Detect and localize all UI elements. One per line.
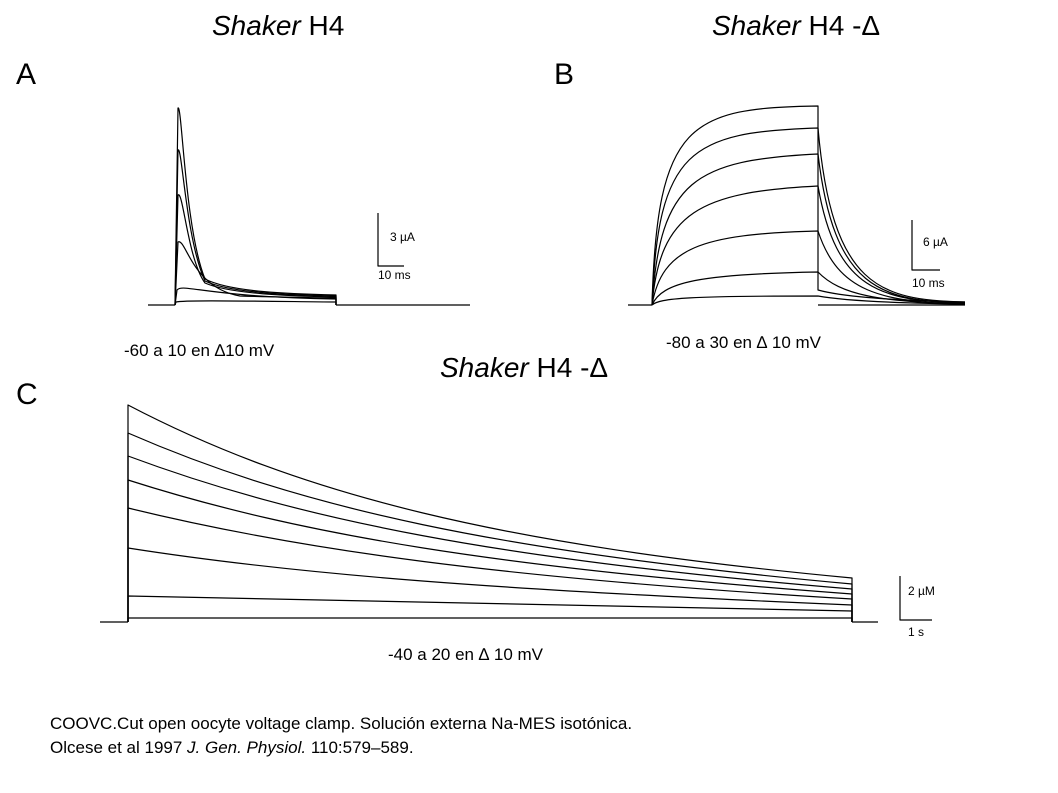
panel-a-scale-y-label: 3 µA xyxy=(390,230,415,244)
panel-b-trace-7 xyxy=(651,105,966,306)
caption-line-2: Olcese et al 1997 J. Gen. Physiol. 110:5… xyxy=(50,738,414,757)
panel-c-title: Shaker H4 -Δ xyxy=(440,352,609,383)
panel-c-trace-6 xyxy=(127,455,853,622)
panel-b-trace-3 xyxy=(651,230,966,306)
panel-b-trace-5 xyxy=(651,153,966,306)
panel-c-letter: C xyxy=(16,378,38,411)
panel-b-traces xyxy=(628,105,966,306)
panel-a-trace-5 xyxy=(174,149,337,306)
panel-c-trace-3 xyxy=(127,547,853,622)
panel-c-trace-2 xyxy=(127,595,853,622)
panel-c-trace-7 xyxy=(127,432,853,622)
panel-a-trace-6 xyxy=(174,107,337,306)
panel-a-condition: -60 a 10 en ∆10 mV xyxy=(124,341,275,360)
panel-b-scale-y-label: 6 µA xyxy=(923,235,948,249)
panel-c-trace-8 xyxy=(127,404,853,622)
panel-b-scale-x-label: 10 ms xyxy=(912,276,945,290)
panel-a-trace-4 xyxy=(174,194,337,306)
panel-c-scale-y-label: 2 µM xyxy=(908,584,935,598)
panel-b-trace-1 xyxy=(651,295,966,306)
panel-b-letter: B xyxy=(554,58,575,91)
panel-a-trace-1 xyxy=(174,300,337,306)
panel-c-scale-x-label: 1 s xyxy=(908,625,925,639)
panel-a-trace-2 xyxy=(174,287,337,306)
panel-b-condition: -80 a 30 en ∆ 10 mV xyxy=(666,333,821,352)
panel-c-traces xyxy=(100,404,878,623)
panel-a-traces xyxy=(148,107,470,306)
panel-c-trace-4 xyxy=(127,507,853,622)
panel-a-scale-bar xyxy=(377,213,404,267)
panel-a-scale-x-label: 10 ms xyxy=(378,268,411,282)
panel-a-title: Shaker H4 xyxy=(212,10,345,41)
panel-c-trace-1 xyxy=(127,617,853,622)
panel-b-title: Shaker H4 -Δ xyxy=(712,10,881,41)
panel-a-letter: A xyxy=(16,58,37,91)
panel-c-condition: -40 a 20 en ∆ 10 mV xyxy=(388,645,543,664)
panel-c-scale-bar xyxy=(899,576,932,621)
panel-c-trace-5 xyxy=(127,479,853,622)
panel-a-trace-3 xyxy=(174,241,337,306)
figure-caption: COOVC.Cut open oocyte voltage clamp. Sol… xyxy=(50,712,632,760)
panel-b-scale-bar xyxy=(911,220,940,271)
caption-line-1: COOVC.Cut open oocyte voltage clamp. Sol… xyxy=(50,714,633,733)
